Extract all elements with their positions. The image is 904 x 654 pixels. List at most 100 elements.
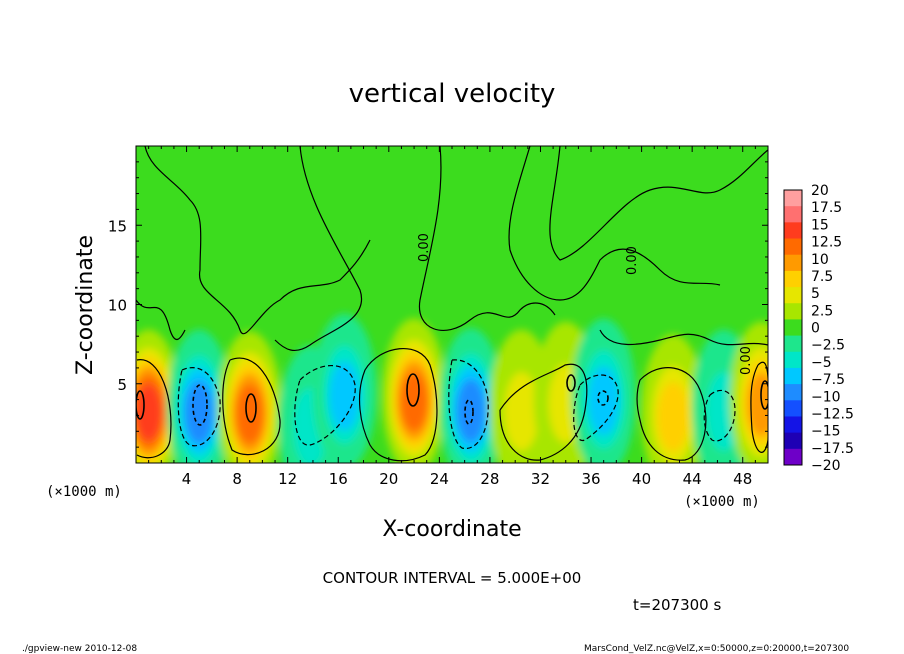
colorbar-label: −15 xyxy=(811,424,841,440)
contour-label: 0.00 xyxy=(417,233,432,262)
velocity-cell xyxy=(136,384,162,441)
zero-contour-line xyxy=(636,367,707,461)
x-tick-label: 24 xyxy=(430,470,449,488)
positive-contour-line xyxy=(245,393,257,423)
zero-contour-line xyxy=(549,146,768,261)
zero-contour-line xyxy=(599,329,768,346)
zero-contour-line xyxy=(136,359,172,459)
colorbar-swatch xyxy=(784,367,802,385)
footer-left-text: ./gpview-new 2010-12-08 xyxy=(22,644,137,654)
x-units-left: (×1000 m) xyxy=(46,484,122,500)
contour-lines xyxy=(136,146,768,462)
x-tick-label: 48 xyxy=(733,470,752,488)
chart-title: vertical velocity xyxy=(349,79,556,109)
colorbar-label: −10 xyxy=(811,389,841,405)
colorbar-swatch xyxy=(784,190,802,207)
x-tick-label: 40 xyxy=(632,470,651,488)
colorbar-label: −12.5 xyxy=(811,406,854,422)
colorbar-swatch xyxy=(784,432,802,450)
colorbar-swatch xyxy=(784,335,802,353)
y-axis: 5 10 15 xyxy=(108,161,768,448)
positive-contour-line xyxy=(406,373,420,407)
colorbar-swatch xyxy=(784,287,802,304)
colorbar-swatch xyxy=(784,448,802,466)
colorbar-swatch xyxy=(784,206,802,223)
zero-contour-line xyxy=(418,146,556,331)
x-tick-label: 36 xyxy=(581,470,600,488)
velocity-cell xyxy=(747,372,768,436)
y-axis-label: Z-coordinate xyxy=(73,235,98,375)
colorbar-label: 5 xyxy=(811,286,820,302)
colorbar-swatch xyxy=(784,319,802,337)
velocity-cell xyxy=(456,379,486,443)
y-tick-label: 5 xyxy=(117,376,127,394)
x-axis: 4 8 12 16 20 24 28 32 36 40 44 48 xyxy=(148,146,756,488)
colorbar-label: −2.5 xyxy=(811,338,845,354)
zero-contour-line xyxy=(144,146,371,335)
negative-contour-line xyxy=(703,389,736,442)
velocity-cell xyxy=(184,380,214,444)
colorbar-label: 12.5 xyxy=(811,235,842,251)
velocity-cell xyxy=(400,371,428,432)
colorbar-swatch xyxy=(784,400,802,417)
colorbar-swatch xyxy=(784,351,802,369)
zero-contour-line xyxy=(136,299,186,340)
plot-area: 0.00 0.00 0.00 xyxy=(136,146,768,463)
negative-contour-line xyxy=(573,374,619,441)
colorbar-label: −20 xyxy=(811,458,841,474)
colorbar-label: 15 xyxy=(811,217,829,233)
colorbar-swatch xyxy=(784,254,802,272)
x-tick-label: 32 xyxy=(531,470,550,488)
x-tick-label: 4 xyxy=(182,470,192,488)
velocity-cell xyxy=(657,382,689,452)
x-axis-label: X-coordinate xyxy=(382,517,521,542)
colorbar-label: 2.5 xyxy=(811,303,833,319)
negative-contour-line xyxy=(597,390,609,406)
colorbar-label: −5 xyxy=(811,355,832,371)
negative-contour-line xyxy=(192,384,208,426)
zero-contour-line xyxy=(274,146,363,352)
colorbar-label: 10 xyxy=(811,252,829,268)
zero-contour-line xyxy=(222,357,281,456)
x-tick-label: 20 xyxy=(379,470,398,488)
colorbar-label: 0 xyxy=(811,321,820,337)
colorbar-swatch xyxy=(784,303,802,320)
velocity-cell xyxy=(504,372,539,451)
colorbar-label: 7.5 xyxy=(811,269,833,285)
velocity-field xyxy=(136,313,768,463)
velocity-cell xyxy=(329,361,361,431)
x-units-right: (×1000 m) xyxy=(684,494,760,510)
negative-contour-line xyxy=(448,359,489,449)
colorbar-label: 17.5 xyxy=(811,200,842,216)
negative-contour-line xyxy=(177,367,221,447)
contour-label: 0.00 xyxy=(625,246,640,275)
colorbar-label: −17.5 xyxy=(811,441,854,457)
colorbar-label: 20 xyxy=(811,183,829,199)
colorbar-swatch xyxy=(784,416,802,434)
y-tick-label: 15 xyxy=(108,217,127,235)
colorbar-label: −7.5 xyxy=(811,372,845,388)
zero-contour-line xyxy=(499,363,588,461)
colorbar-swatch xyxy=(784,222,802,240)
x-tick-label: 28 xyxy=(480,470,499,488)
x-tick-label: 12 xyxy=(278,470,297,488)
velocity-cell xyxy=(588,366,620,436)
zero-contour-line xyxy=(359,348,438,462)
positive-contour-line xyxy=(760,380,768,410)
negative-contour-line xyxy=(464,399,474,425)
zero-contour-line xyxy=(750,361,768,453)
colorbar-swatch xyxy=(784,270,802,288)
contour-label: 0.00 xyxy=(739,346,754,375)
colorbar-swatch xyxy=(784,384,802,401)
y-tick-label: 10 xyxy=(108,297,127,315)
contour-interval-text: CONTOUR INTERVAL = 5.000E+00 xyxy=(323,569,582,587)
colorbar-frame xyxy=(783,189,803,466)
zero-contour-line xyxy=(508,146,721,301)
positive-contour-line xyxy=(136,390,145,420)
x-tick-label: 44 xyxy=(683,470,702,488)
x-tick-label: 8 xyxy=(232,470,242,488)
positive-contour-line xyxy=(566,374,576,392)
footer-right-text: MarsCond_VelZ.nc@VelZ,x=0:50000,z=0:2000… xyxy=(584,644,849,654)
